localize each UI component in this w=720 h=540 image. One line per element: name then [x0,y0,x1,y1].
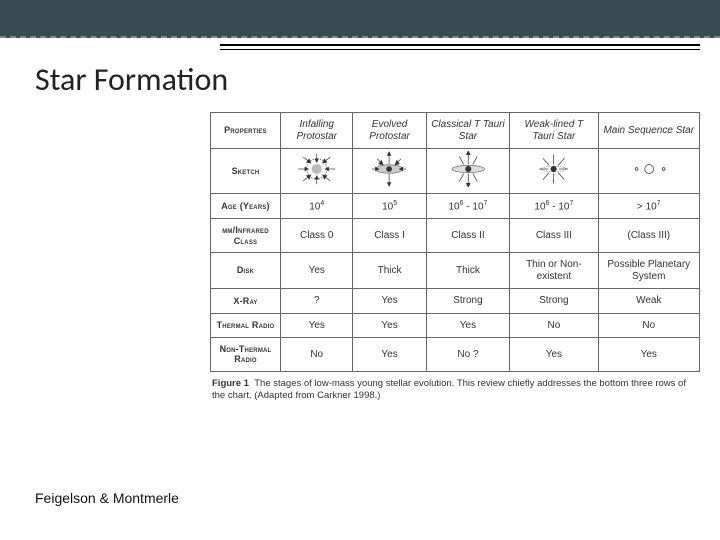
cell: Yes [353,313,426,338]
properties-table: Properties Infalling Protostar Evolved P… [210,112,700,372]
sketch-evolved [353,149,426,194]
cell: Class III [510,219,598,253]
col-header: Evolved Protostar [353,113,426,149]
cell: Yes [353,289,426,314]
cell: Thick [426,253,510,289]
row-header: Age (Years) [211,193,281,219]
cell: Thick [353,253,426,289]
sketch-infalling [281,149,353,194]
cell: Class 0 [281,219,353,253]
corner-header: Properties [211,113,281,149]
cell: Yes [598,338,699,372]
row-mmclass: mm/Infrared Class Class 0 Class I Class … [211,219,700,253]
cell: Strong [510,289,598,314]
row-header: Thermal Radio [211,313,281,338]
row-nonthermal: Non-Thermal Radio No Yes No ? Yes Yes [211,338,700,372]
col-header: Classical T Tauri Star [426,113,510,149]
cell: ? [281,289,353,314]
row-header: X-Ray [211,289,281,314]
cell-age: 105 [353,193,426,219]
row-disk: Disk Yes Thick Thick Thin or Non-existen… [211,253,700,289]
cell: No ? [426,338,510,372]
row-sketch: Sketch [211,149,700,194]
cell-age: 106 - 107 [510,193,598,219]
row-header: Non-Thermal Radio [211,338,281,372]
cell: Possible Planetary System [598,253,699,289]
slide-title: Star Formation [35,60,228,99]
attribution: Feigelson & Montmerle [35,490,179,506]
header-row: Properties Infalling Protostar Evolved P… [211,113,700,149]
row-xray: X-Ray ? Yes Strong Strong Weak [211,289,700,314]
col-header: Weak-lined T Tauri Star [510,113,598,149]
cell: Yes [281,313,353,338]
caption-label: Figure 1 [212,378,249,389]
sketch-ctts [426,149,510,194]
caption-text: The stages of low-mass young stellar evo… [212,378,686,401]
figure-table-area: Properties Infalling Protostar Evolved P… [210,112,700,401]
row-age: Age (Years) 104 105 106 - 107 106 - 107 … [211,193,700,219]
col-header: Infalling Protostar [281,113,353,149]
cell: No [598,313,699,338]
row-header: mm/Infrared Class [211,219,281,253]
sketch-ms [598,149,699,194]
slide-top-bar [0,0,720,38]
title-rule [220,44,700,54]
cell: Yes [353,338,426,372]
cell: Yes [426,313,510,338]
cell-age: > 107 [598,193,699,219]
cell: Weak [598,289,699,314]
cell: Class I [353,219,426,253]
cell: Strong [426,289,510,314]
cell: Class II [426,219,510,253]
cell: Yes [510,338,598,372]
col-header: Main Sequence Star [598,113,699,149]
row-header: Disk [211,253,281,289]
cell: (Class III) [598,219,699,253]
row-thermal: Thermal Radio Yes Yes Yes No No [211,313,700,338]
cell: No [510,313,598,338]
cell: Thin or Non-existent [510,253,598,289]
cell-age: 104 [281,193,353,219]
figure-caption: Figure 1 The stages of low-mass young st… [210,378,700,402]
sketch-wtts [510,149,598,194]
cell-age: 106 - 107 [426,193,510,219]
row-header: Sketch [211,149,281,194]
cell: No [281,338,353,372]
cell: Yes [281,253,353,289]
